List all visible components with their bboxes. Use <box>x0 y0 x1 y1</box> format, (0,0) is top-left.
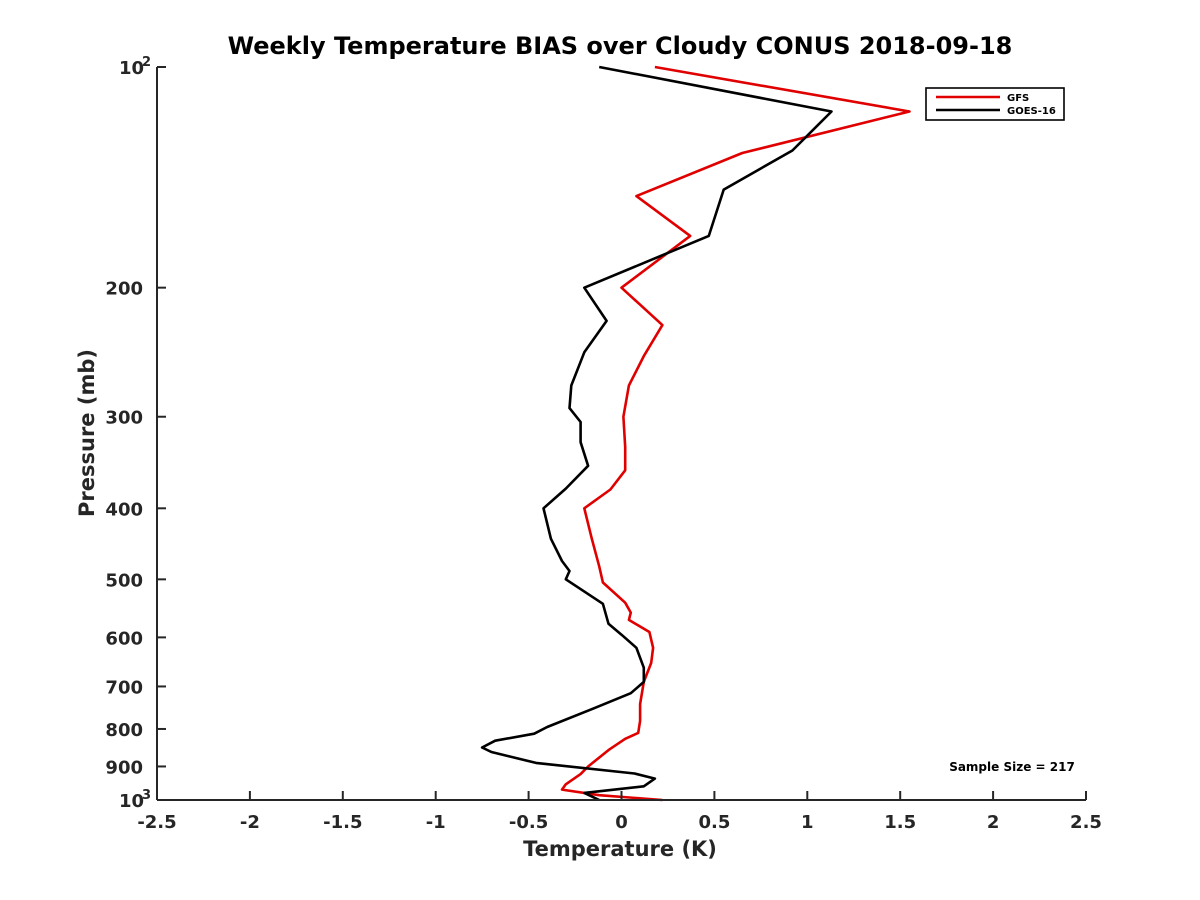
series-line-goes-16 <box>480 65 833 802</box>
y-tick-label: 10 <box>119 58 144 79</box>
series-layer <box>480 65 911 802</box>
x-tick-label: -0.5 <box>509 812 548 833</box>
x-tick-label: 0 <box>615 812 628 833</box>
x-tick-label: 2.5 <box>1070 812 1102 833</box>
x-tick-label: -2.5 <box>137 812 176 833</box>
legend-box <box>925 87 1065 121</box>
x-tick-label: -1 <box>426 812 446 833</box>
x-tick-label: 1.5 <box>884 812 916 833</box>
x-tick-label: 2 <box>987 812 1000 833</box>
x-tick-label: -1.5 <box>323 812 362 833</box>
y-axis-label: Pressure (mb) <box>75 349 99 517</box>
axes-layer: -2.5 -2 -1.5 -1 -0.5 0 0.5 1 1.5 2 2.5102200300400… <box>105 55 1102 833</box>
x-tick-label: -2 <box>240 812 260 833</box>
x-tick-label: 1 <box>801 812 814 833</box>
y-tick-label: 200 <box>105 279 143 300</box>
series-line-gfs <box>560 65 911 802</box>
y-tick-label: 400 <box>105 499 143 520</box>
y-tick-label: 900 <box>105 757 143 778</box>
y-tick-label: 700 <box>105 677 143 698</box>
x-axis-label: Temperature (K) <box>523 837 717 861</box>
chart-title: Weekly Temperature BIAS over Cloudy CONU… <box>228 32 1013 60</box>
y-tick-label: 800 <box>105 720 143 741</box>
x-tick-label: 0.5 <box>698 812 730 833</box>
y-tick-label: 500 <box>105 570 143 591</box>
y-tick-label: 10 <box>119 791 144 812</box>
y-tick-label: 600 <box>105 628 143 649</box>
y-tick-exponent: 2 <box>142 55 151 70</box>
legend: GFS GOES-16 <box>925 87 1065 121</box>
y-tick-exponent: 3 <box>142 788 151 803</box>
legend-label: GFS <box>1007 93 1029 104</box>
y-tick-label: 300 <box>105 408 143 429</box>
sample-size-annotation: Sample Size = 217 <box>949 760 1075 774</box>
legend-label: GOES-16 <box>1007 106 1056 117</box>
